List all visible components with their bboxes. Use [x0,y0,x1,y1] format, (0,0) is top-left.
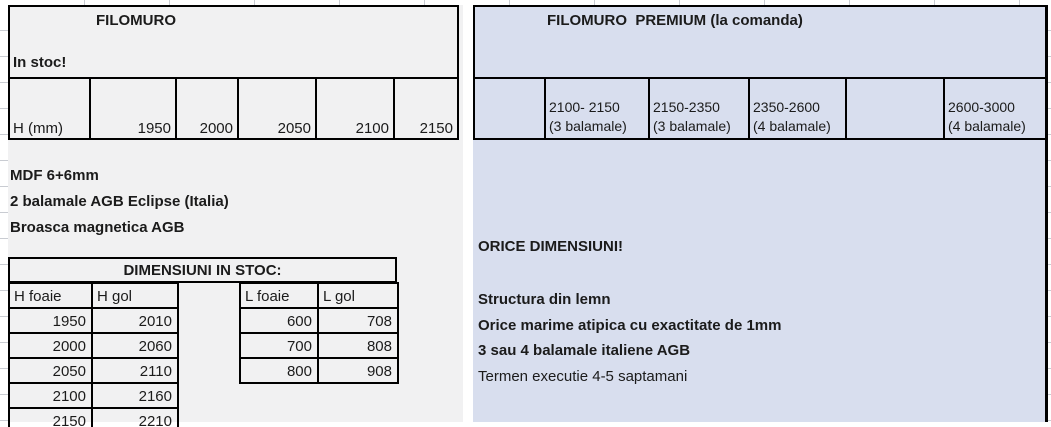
h-gol-cell[interactable]: 2060 [93,334,179,359]
table-header-row: H foaie H gol [10,284,179,309]
stock-title: FILOMURO [96,12,176,29]
table-row: 2100 2160 [10,384,179,409]
premium-title: FILOMURO PREMIUM (la comanda) [547,12,803,29]
l-gol-cell[interactable]: 808 [319,334,399,359]
range-hinges: (4 balamale) [753,118,831,135]
table-header-row: L foaie L gol [241,284,399,309]
l-foaie-cell[interactable]: 600 [241,309,319,334]
height-cell[interactable]: 2100 [317,79,395,138]
height-row-header-cell[interactable]: H (mm) [10,79,91,138]
feature-line: MDF 6+6mm [10,167,99,184]
range-cell-empty[interactable] [475,79,546,138]
any-dimensions-label: ORICE DIMENSIUNI! [478,238,624,255]
table-row: 2150 2210 [10,409,179,427]
l-foaie-cell[interactable]: 700 [241,334,319,359]
range-hinges: (4 balamale) [948,118,1026,135]
range-hinges: (3 balamale) [653,118,731,135]
h-gol-cell[interactable]: 2210 [93,409,179,427]
l-foaie-cell[interactable]: 800 [241,359,319,384]
dimensions-header-box: DIMENSIUNI IN STOC: [8,257,397,283]
l-gol-cell[interactable]: 708 [319,309,399,334]
range-value: 2600-3000 [948,98,1015,115]
range-value: 2350-2600 [753,98,820,115]
range-hinges: (3 balamale) [549,118,627,135]
dimensions-title: DIMENSIUNI IN STOC: [123,261,282,279]
h-foaie-cell[interactable]: 1950 [10,309,93,334]
l-dimensions-table: L foaie L gol 600 708 700 808 800 908 [239,282,399,384]
range-cell[interactable]: 2100- 2150 (3 balamale) [546,79,650,138]
feature-line: 2 balamale AGB Eclipse (Italia) [10,193,229,210]
h-gol-cell[interactable]: 2010 [93,309,179,334]
h-gol-header[interactable]: H gol [93,284,179,309]
range-cell[interactable]: 2150-2350 (3 balamale) [650,79,750,138]
h-foaie-cell[interactable]: 2000 [10,334,93,359]
gridline-stubs-right [1048,5,1051,422]
premium-feature-list: Structura din lemn Orice marime atipica … [478,287,781,389]
in-stock-label: In stoc! [13,54,67,71]
height-cell[interactable]: 1950 [91,79,177,138]
l-gol-cell[interactable]: 908 [319,359,399,384]
range-cell-empty[interactable] [847,79,945,138]
range-value: 2150-2350 [653,98,720,115]
range-cell[interactable]: 2350-2600 (4 balamale) [750,79,847,138]
table-row: 2000 2060 [10,334,179,359]
h-foaie-cell[interactable]: 2100 [10,384,93,409]
stock-feature-list: MDF 6+6mm 2 balamale AGB Eclipse (Italia… [10,163,229,241]
feature-line: Broasca magnetica AGB [10,219,185,236]
h-gol-cell[interactable]: 2160 [93,384,179,409]
l-foaie-header[interactable]: L foaie [241,284,319,309]
h-foaie-header[interactable]: H foaie [10,284,93,309]
range-cell[interactable]: 2600-3000 (4 balamale) [945,79,1046,138]
feature-line: Termen executie 4-5 saptamani [478,367,688,385]
gridline-stubs-top [0,0,1051,5]
premium-section-background [473,5,1048,422]
h-foaie-cell[interactable]: 2050 [10,359,93,384]
feature-line: 3 sau 4 balamale italiene AGB [478,342,691,359]
filomuro-premium-block: FILOMURO PREMIUM (la comanda) 2100- 2150… [473,5,1048,140]
feature-line: Structura din lemn [478,291,611,308]
filomuro-stock-block: FILOMURO In stoc! H (mm) 1950 2000 2050 … [8,5,459,140]
height-row: H (mm) 1950 2000 2050 2100 2150 [10,77,457,138]
table-row: 600 708 [241,309,399,334]
table-row: 700 808 [241,334,399,359]
l-gol-header[interactable]: L gol [319,284,399,309]
height-cell[interactable]: 2150 [419,120,453,137]
h-foaie-cell[interactable]: 2150 [10,409,93,427]
stock-section-background [8,5,463,422]
feature-line: Orice marime atipica cu exactitate de 1m… [478,316,782,334]
height-cell[interactable]: 2050 [239,79,317,138]
height-cell[interactable]: 2000 [177,79,239,138]
table-row: 800 908 [241,359,399,384]
table-row: 1950 2010 [10,309,179,334]
premium-range-row: 2100- 2150 (3 balamale) 2150-2350 (3 bal… [475,77,1046,138]
gridline-stubs-left [0,5,8,427]
range-value: 2100- 2150 [549,98,620,115]
h-dimensions-table: H foaie H gol 1950 2010 2000 2060 2050 2… [8,282,179,427]
table-row: 2050 2110 [10,359,179,384]
h-gol-cell[interactable]: 2110 [93,359,179,384]
